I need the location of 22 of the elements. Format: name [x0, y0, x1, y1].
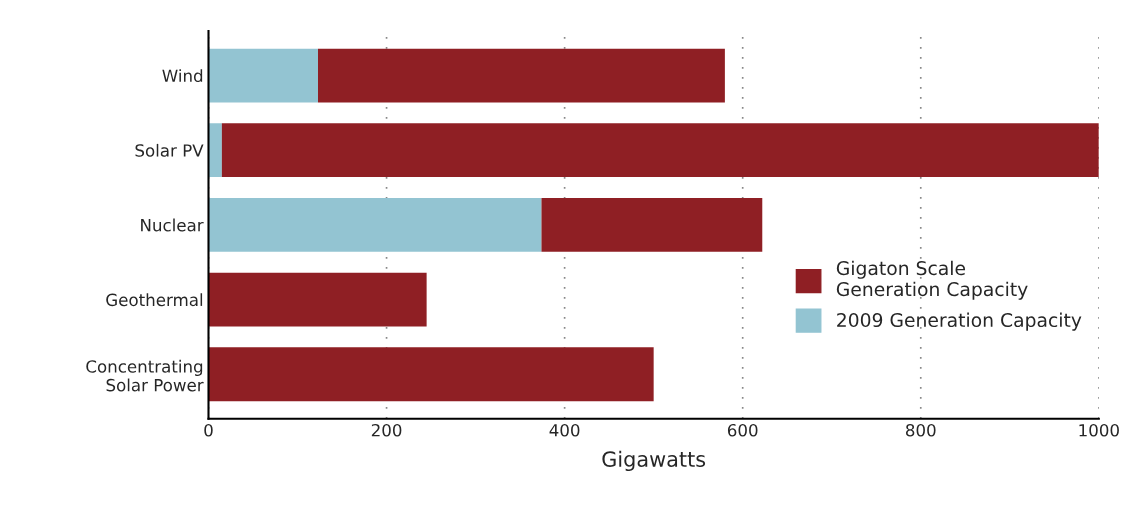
y-tick-label: Concentrating Solar Power [86, 359, 204, 392]
x-tick-label: 0 [204, 423, 213, 437]
x-tick-label: 600 [727, 423, 758, 437]
bar [541, 198, 763, 252]
x-tick-label: 200 [371, 423, 402, 437]
bar [208, 48, 319, 103]
y-tick-label: Nuclear [141, 218, 204, 232]
legend-label: Gigaton Scale Generation Capacity [836, 260, 1028, 300]
x-axis-title: Gigawatts [602, 450, 706, 472]
x-tick-label: 800 [905, 423, 936, 437]
bar [208, 272, 427, 327]
x-tick-label: 400 [549, 423, 580, 437]
y-tick-label: Solar PV [135, 143, 204, 157]
bar [208, 198, 542, 252]
y-tick-label: Wind [162, 69, 203, 83]
legend-label: 2009 Generation Capacity [837, 312, 1082, 331]
y-tick-label: Geothermal [106, 293, 203, 307]
bar [318, 48, 725, 103]
bar [208, 123, 222, 178]
x-tick-label: 1000 [1079, 423, 1119, 437]
bar [221, 123, 1099, 178]
bar [208, 347, 654, 402]
